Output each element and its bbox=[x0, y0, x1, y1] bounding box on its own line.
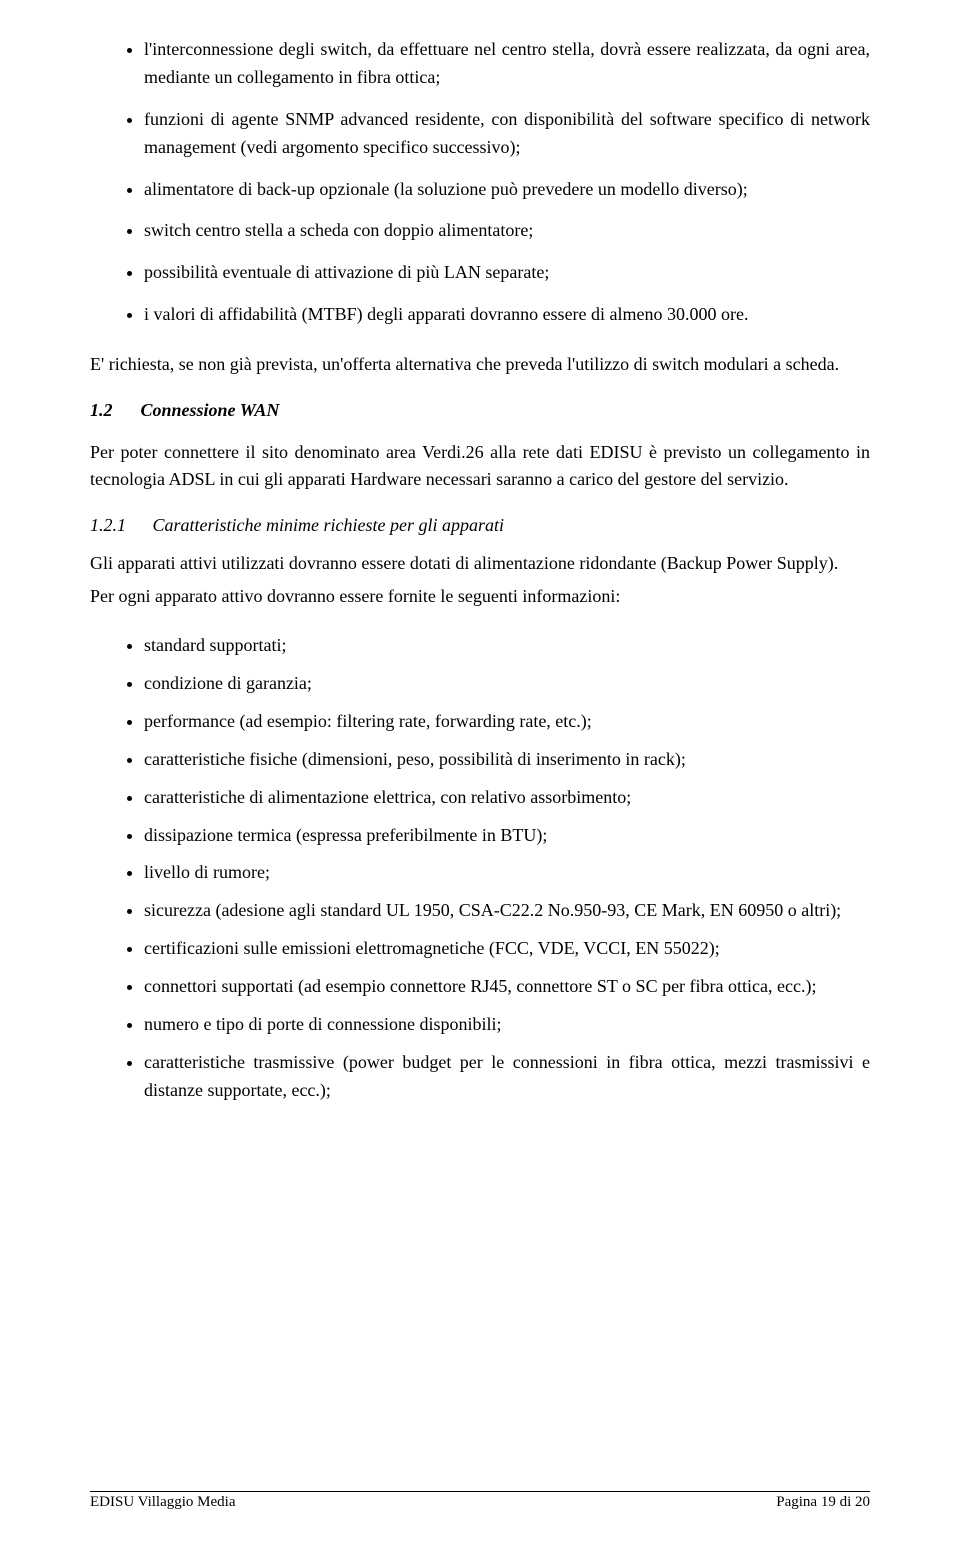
list-item: funzioni di agente SNMP advanced residen… bbox=[144, 106, 870, 162]
paragraph-apparati-a: Gli apparati attivi utilizzati dovranno … bbox=[90, 550, 870, 577]
heading-title: Connessione WAN bbox=[141, 400, 280, 420]
list-item: numero e tipo di porte di connessione di… bbox=[144, 1011, 870, 1039]
heading-title: Caratteristiche minime richieste per gli… bbox=[153, 515, 504, 535]
bottom-bullet-list: standard supportati; condizione di garan… bbox=[90, 632, 870, 1105]
list-item: condizione di garanzia; bbox=[144, 670, 870, 698]
list-item: i valori di affidabilità (MTBF) degli ap… bbox=[144, 301, 870, 329]
list-item: standard supportati; bbox=[144, 632, 870, 660]
top-bullet-list: l'interconnessione degli switch, da effe… bbox=[90, 36, 870, 329]
list-item: alimentatore di back-up opzionale (la so… bbox=[144, 176, 870, 204]
list-item: caratteristiche fisiche (dimensioni, pes… bbox=[144, 746, 870, 774]
list-item: sicurezza (adesione agli standard UL 195… bbox=[144, 897, 870, 925]
heading-connessione-wan: 1.2 Connessione WAN bbox=[90, 400, 870, 421]
list-item: dissipazione termica (espressa preferibi… bbox=[144, 822, 870, 850]
list-item: switch centro stella a scheda con doppio… bbox=[144, 217, 870, 245]
list-item: caratteristiche trasmissive (power budge… bbox=[144, 1049, 870, 1105]
heading-number: 1.2 bbox=[90, 400, 136, 421]
paragraph-apparati-b: Per ogni apparato attivo dovranno essere… bbox=[90, 583, 870, 610]
paragraph-alternative-offer: E' richiesta, se non già prevista, un'of… bbox=[90, 351, 870, 378]
list-item: possibilità eventuale di attivazione di … bbox=[144, 259, 870, 287]
heading-caratteristiche-minime: 1.2.1 Caratteristiche minime richieste p… bbox=[90, 515, 870, 536]
list-item: certificazioni sulle emissioni elettroma… bbox=[144, 935, 870, 963]
list-item: l'interconnessione degli switch, da effe… bbox=[144, 36, 870, 92]
list-item: performance (ad esempio: filtering rate,… bbox=[144, 708, 870, 736]
page-footer: EDISU Villaggio Media Pagina 19 di 20 bbox=[90, 1491, 870, 1511]
footer-left: EDISU Villaggio Media bbox=[90, 1494, 235, 1511]
list-item: caratteristiche di alimentazione elettri… bbox=[144, 784, 870, 812]
paragraph-wan-description: Per poter connettere il sito denominato … bbox=[90, 439, 870, 493]
document-page: l'interconnessione degli switch, da effe… bbox=[0, 0, 960, 1541]
list-item: connettori supportati (ad esempio connet… bbox=[144, 973, 870, 1001]
footer-right: Pagina 19 di 20 bbox=[776, 1494, 870, 1511]
heading-number: 1.2.1 bbox=[90, 515, 148, 536]
list-item: livello di rumore; bbox=[144, 859, 870, 887]
